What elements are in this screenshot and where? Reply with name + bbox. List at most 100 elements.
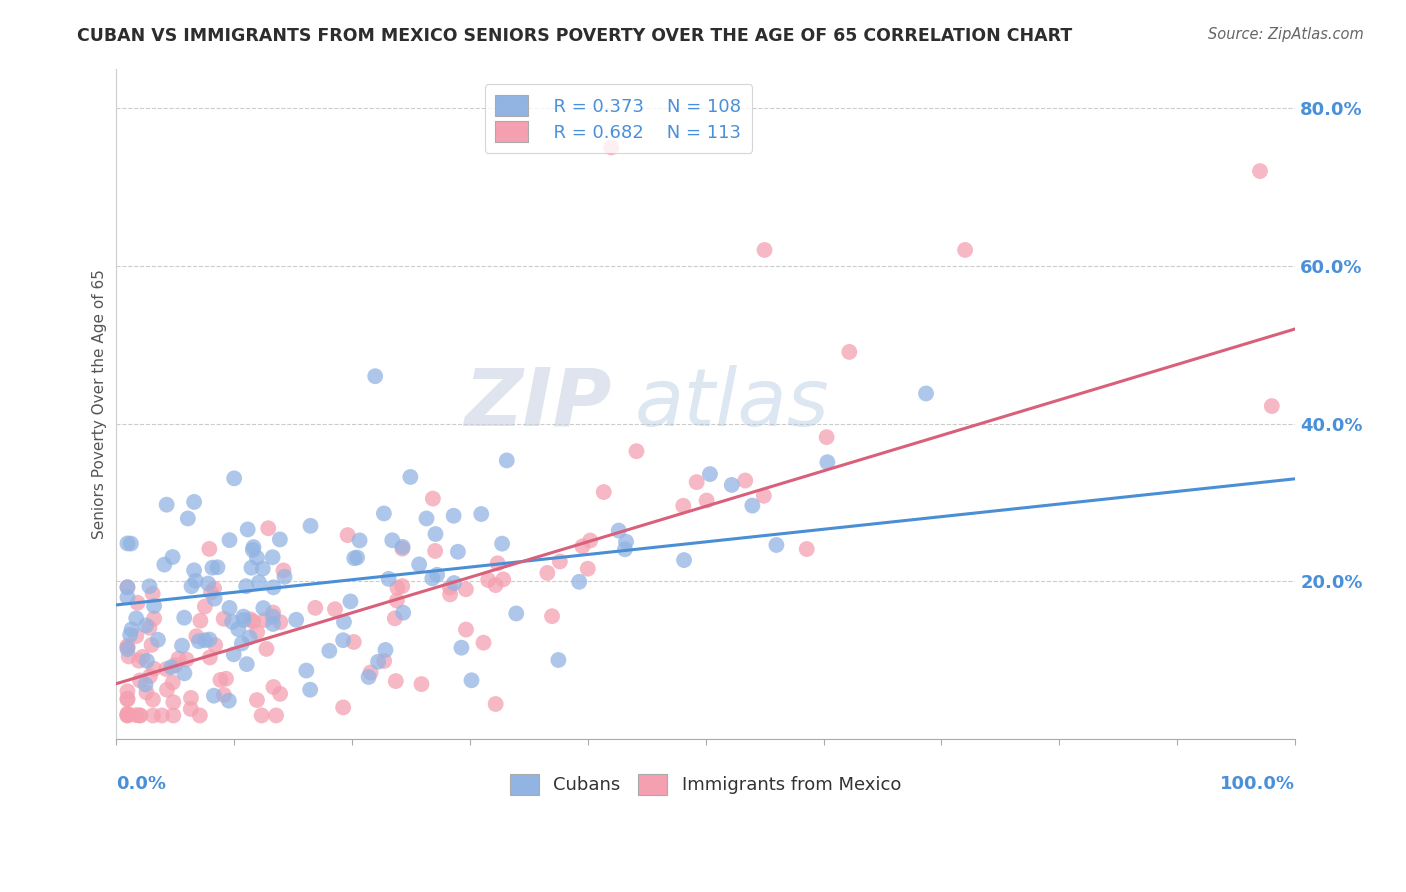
Point (194, 599, 217, 614)
Point (304, 600, 326, 615)
Point (129, 708, 152, 723)
Point (672, 499, 695, 513)
Point (162, 549, 184, 564)
Point (360, 665, 382, 680)
Point (197, 576, 219, 591)
Point (576, 562, 599, 576)
Point (484, 578, 506, 592)
Point (198, 650, 221, 665)
Point (212, 612, 235, 626)
Point (391, 579, 413, 593)
Point (167, 651, 190, 665)
Point (614, 534, 637, 549)
Point (198, 632, 221, 647)
Point (117, 591, 139, 605)
Point (125, 611, 148, 625)
Point (246, 693, 269, 707)
Point (156, 498, 179, 512)
Point (443, 508, 465, 523)
Point (162, 695, 184, 709)
Point (231, 636, 253, 650)
Point (600, 140, 623, 154)
Point (254, 641, 277, 656)
Point (333, 615, 356, 629)
Point (226, 622, 249, 636)
Point (384, 611, 406, 625)
Point (131, 649, 153, 664)
Point (262, 550, 284, 565)
Point (318, 644, 340, 658)
Point (323, 602, 346, 616)
Legend: Cubans, Immigrants from Mexico: Cubans, Immigrants from Mexico (501, 765, 910, 804)
Point (221, 615, 243, 629)
Point (491, 536, 513, 550)
Point (173, 610, 195, 624)
Point (447, 545, 470, 559)
Point (204, 638, 226, 652)
Point (269, 533, 291, 547)
Point (146, 632, 169, 647)
Point (117, 580, 139, 594)
Point (420, 571, 443, 585)
Point (415, 511, 437, 525)
Point (262, 606, 284, 620)
Point (246, 625, 269, 640)
Point (754, 243, 776, 257)
Point (492, 573, 515, 587)
Point (187, 634, 209, 648)
Point (142, 587, 165, 601)
Point (180, 579, 202, 593)
Point (262, 680, 284, 694)
Point (188, 708, 211, 723)
Point (373, 654, 395, 668)
Point (720, 478, 742, 492)
Point (439, 581, 461, 595)
Y-axis label: Seniors Poverty Over the Age of 65: Seniors Poverty Over the Age of 65 (93, 268, 107, 539)
Point (117, 708, 139, 723)
Point (626, 444, 648, 458)
Point (299, 518, 322, 533)
Point (134, 677, 156, 691)
Point (387, 581, 409, 595)
Point (135, 618, 157, 632)
Text: atlas: atlas (634, 365, 830, 442)
Point (486, 557, 509, 571)
Point (143, 599, 166, 613)
Point (264, 708, 287, 723)
Point (118, 649, 141, 664)
Point (734, 474, 756, 488)
Point (439, 587, 461, 601)
Point (125, 629, 148, 643)
Point (138, 621, 160, 635)
Point (536, 566, 558, 580)
Point (425, 527, 447, 541)
Point (426, 567, 449, 582)
Point (120, 628, 142, 642)
Point (117, 707, 139, 722)
Point (685, 475, 707, 490)
Text: 0.0%: 0.0% (115, 775, 166, 793)
Point (186, 629, 208, 643)
Point (218, 694, 240, 708)
Text: CUBAN VS IMMIGRANTS FROM MEXICO SENIORS POVERTY OVER THE AGE OF 65 CORRELATION C: CUBAN VS IMMIGRANTS FROM MEXICO SENIORS … (77, 27, 1073, 45)
Point (235, 579, 257, 593)
Point (696, 493, 718, 508)
Point (357, 670, 380, 684)
Point (269, 615, 291, 629)
Point (796, 542, 818, 557)
Point (339, 594, 361, 608)
Point (443, 576, 465, 591)
Point (548, 555, 571, 569)
Point (180, 690, 202, 705)
Point (613, 542, 636, 557)
Point (218, 601, 240, 615)
Point (209, 673, 232, 687)
Point (156, 682, 179, 697)
Point (143, 611, 166, 625)
Point (1261, 399, 1284, 413)
Point (165, 658, 187, 673)
Point (257, 521, 280, 535)
Point (150, 708, 173, 723)
Point (120, 536, 142, 550)
Point (139, 669, 162, 683)
